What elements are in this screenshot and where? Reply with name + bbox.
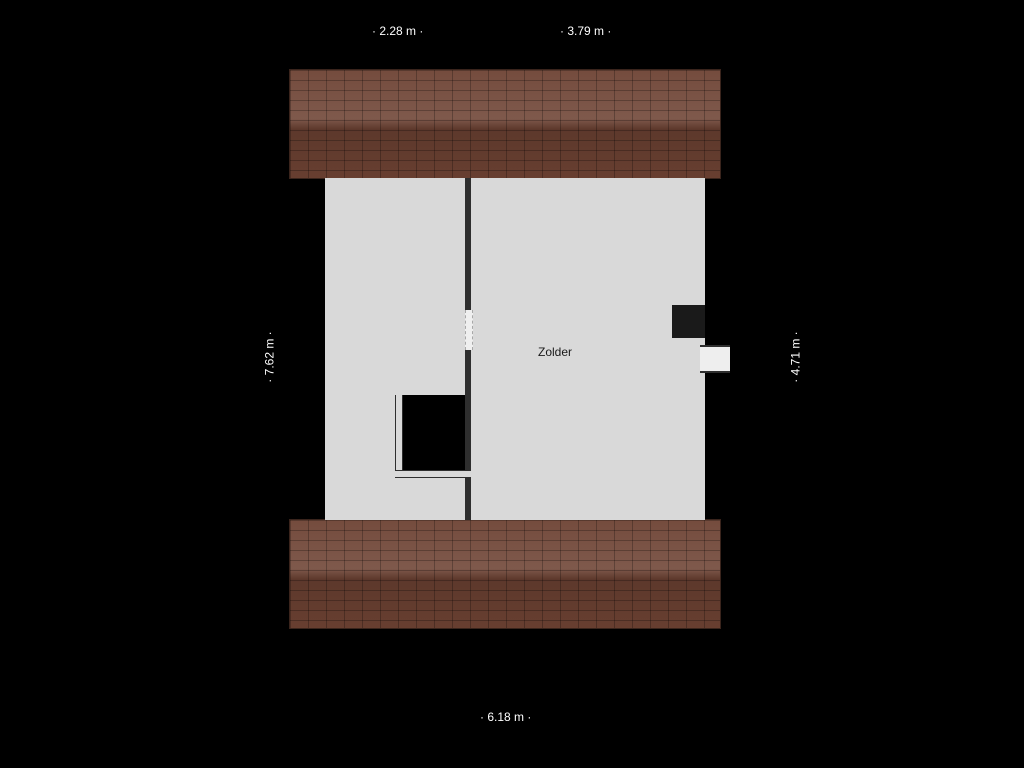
dim-left: · 7.62 m · [263,331,277,382]
chimney-block [672,305,705,338]
window-right [700,345,730,373]
roof-top [290,70,720,178]
dim-top-left-value: 2.28 m [379,24,416,38]
dim-top-right-value: 3.79 m [567,24,604,38]
stair-frame-bottom [395,470,471,478]
floorplan-canvas: Zolder · 2.28 m · · 3.79 m · · 6.18 m · … [0,0,1024,768]
dim-right: · 4.71 m · [789,331,803,382]
interior-door [465,310,473,350]
dim-bottom: · 6.18 m · [480,710,531,724]
room-label-zolder: Zolder [538,345,572,359]
dim-top-right: · 3.79 m · [560,24,611,38]
dim-left-value: 7.62 m [263,339,277,376]
dim-bottom-value: 6.18 m [487,710,524,724]
stair-opening [400,395,465,475]
stair-frame-left [395,395,403,476]
floor-right-room [471,178,705,520]
roof-bottom [290,520,720,628]
dim-right-value: 4.71 m [789,339,803,376]
dim-top-left: · 2.28 m · [372,24,423,38]
